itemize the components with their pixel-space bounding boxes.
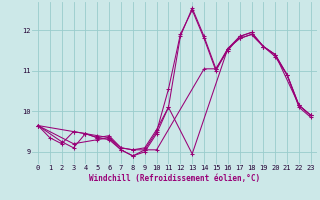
X-axis label: Windchill (Refroidissement éolien,°C): Windchill (Refroidissement éolien,°C) <box>89 174 260 183</box>
